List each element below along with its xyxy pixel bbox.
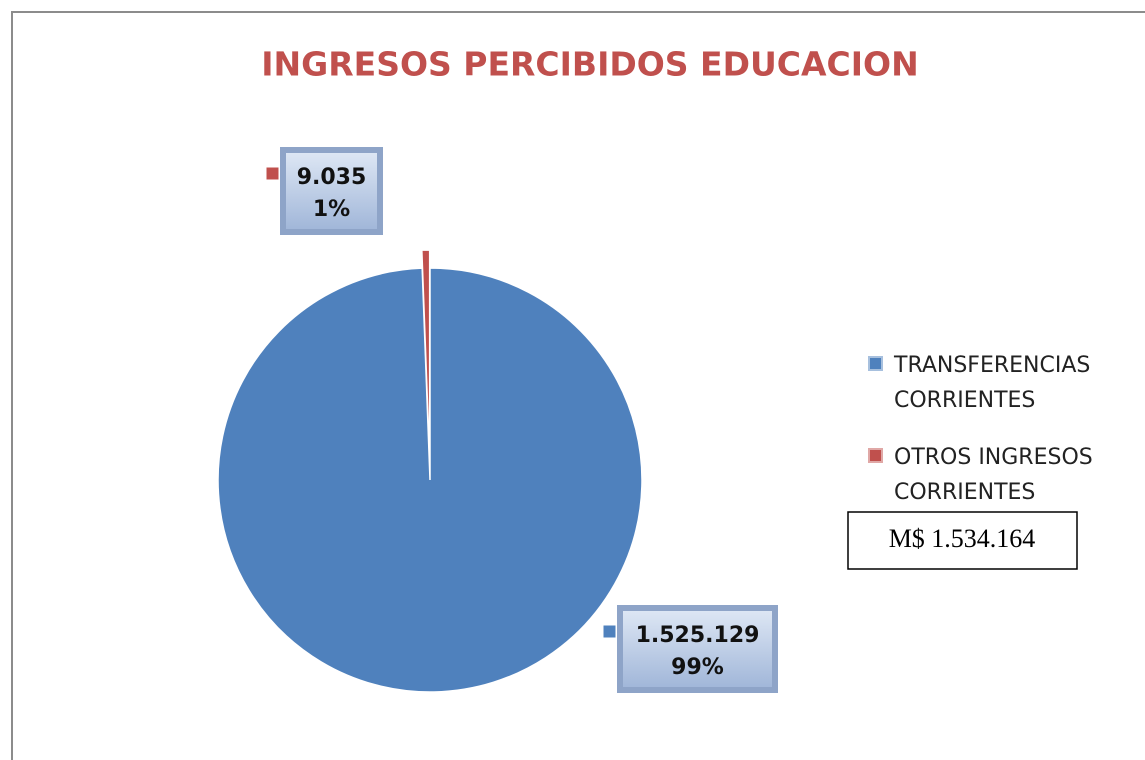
legend-item: OTROS INGRESOS CORRIENTES <box>868 440 1138 510</box>
data-label: 9.035 <box>297 165 367 190</box>
label-square <box>602 624 617 639</box>
pie-slice <box>217 267 643 693</box>
chart-title: INGRESOS PERCIBIDOS EDUCACION <box>261 45 918 84</box>
percent-label: 99% <box>671 655 724 680</box>
legend-item: TRANSFERENCIAS CORRIENTES <box>868 348 1138 418</box>
data-label: 1.525.129 <box>636 623 760 648</box>
annotation: M$ 1.534.164 <box>889 524 1036 553</box>
legend-swatch <box>868 356 883 371</box>
pie-slice <box>421 249 431 463</box>
percent-label: 1% <box>313 197 350 222</box>
annotation-box <box>847 511 1078 570</box>
legend-label: TRANSFERENCIAS CORRIENTES <box>894 353 1091 413</box>
legend-swatch <box>868 448 883 463</box>
legend-label: OTROS INGRESOS CORRIENTES <box>894 445 1093 505</box>
label-box <box>617 605 778 693</box>
chart-frame <box>11 11 1145 760</box>
label-box <box>280 147 383 235</box>
label-square <box>265 166 280 181</box>
